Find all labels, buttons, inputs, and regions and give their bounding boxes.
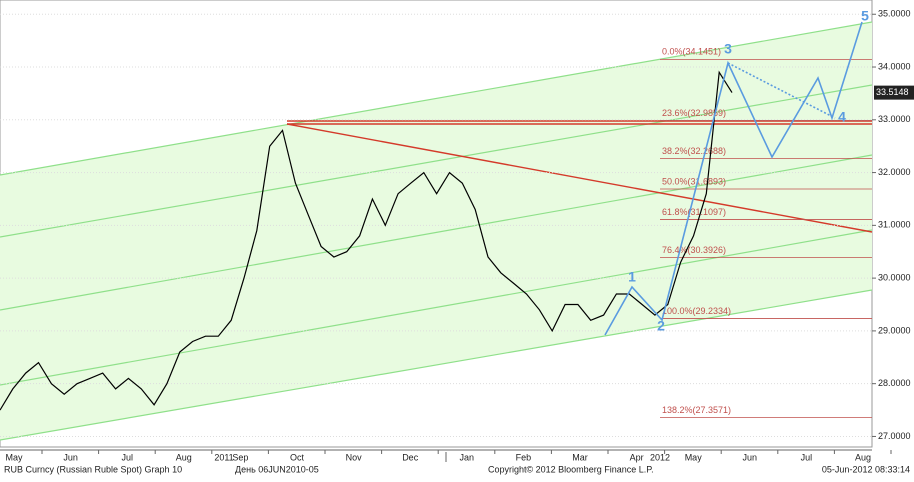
- y-tick-label: 35.0000: [878, 9, 911, 19]
- x-tick-label: Nov: [346, 452, 363, 462]
- last-price-label: 33.5148: [876, 87, 909, 97]
- x-tick-label: Feb: [516, 452, 532, 462]
- fib-label: 61.8%(31.1097): [662, 207, 726, 217]
- x-tick-label: Jan: [460, 452, 475, 462]
- y-tick-label: 33.0000: [878, 114, 911, 124]
- y-tick-label: 31.0000: [878, 220, 911, 230]
- fib-label: 76.4%(30.3926): [662, 245, 726, 255]
- fib-label: 0.0%(34.1451): [662, 47, 721, 57]
- y-tick-label: 32.0000: [878, 167, 911, 177]
- fib-label: 100.0%(29.2334): [662, 306, 731, 316]
- x-tick-label: Apr: [630, 452, 644, 462]
- y-tick-label: 29.0000: [878, 325, 911, 335]
- x-tick-label: Jul: [121, 452, 133, 462]
- wave-label: 2: [657, 318, 665, 334]
- x-tick-label: Dec: [402, 452, 419, 462]
- last-price-box: [874, 85, 914, 100]
- fib-label: 38.2%(32.2688): [662, 146, 726, 156]
- footer-source: RUB Curncy (Russian Ruble Spot) Graph 10: [4, 464, 182, 474]
- fib-label: 23.6%(32.9859): [662, 108, 726, 118]
- x-tick-label: May: [5, 452, 23, 462]
- x-tick-label: Sep: [232, 452, 248, 462]
- year-label: 2012: [650, 452, 670, 462]
- x-tick-label: Oct: [290, 452, 305, 462]
- wave-label: 3: [724, 41, 732, 57]
- y-tick-label: 30.0000: [878, 272, 911, 282]
- x-tick-label: May: [685, 452, 703, 462]
- fib-label: 50.0%(31.6893): [662, 176, 726, 186]
- wave-projection: [604, 21, 863, 336]
- x-tick-label: Jun: [63, 452, 78, 462]
- price-line: [0, 70, 733, 411]
- channel-lines: [0, 21, 873, 441]
- y-tick-label: 34.0000: [878, 61, 911, 71]
- x-tick-label: Aug: [855, 452, 871, 462]
- year-label: 2011: [214, 452, 233, 462]
- wave-label: 4: [838, 109, 846, 125]
- footer-period: День 06JUN2010-05: [235, 464, 319, 474]
- x-tick-label: Jun: [743, 452, 758, 462]
- wave-label: 1: [628, 269, 636, 285]
- x-tick-label: Jul: [801, 452, 813, 462]
- y-tick-label: 27.0000: [878, 431, 911, 441]
- fib-label: 138.2%(27.3571): [662, 405, 731, 415]
- trend-lines: [286, 120, 873, 233]
- y-tick-label: 28.0000: [878, 378, 911, 388]
- x-tick-label: Mar: [572, 452, 588, 462]
- x-tick-label: Aug: [176, 452, 192, 462]
- footer-timestamp: 05-Jun-2012 08:33:14: [822, 464, 910, 474]
- footer-copyright: Copyright© 2012 Bloomberg Finance L.P.: [488, 464, 654, 474]
- wave-label: 5: [861, 8, 869, 24]
- channel-fill: [0, 22, 872, 440]
